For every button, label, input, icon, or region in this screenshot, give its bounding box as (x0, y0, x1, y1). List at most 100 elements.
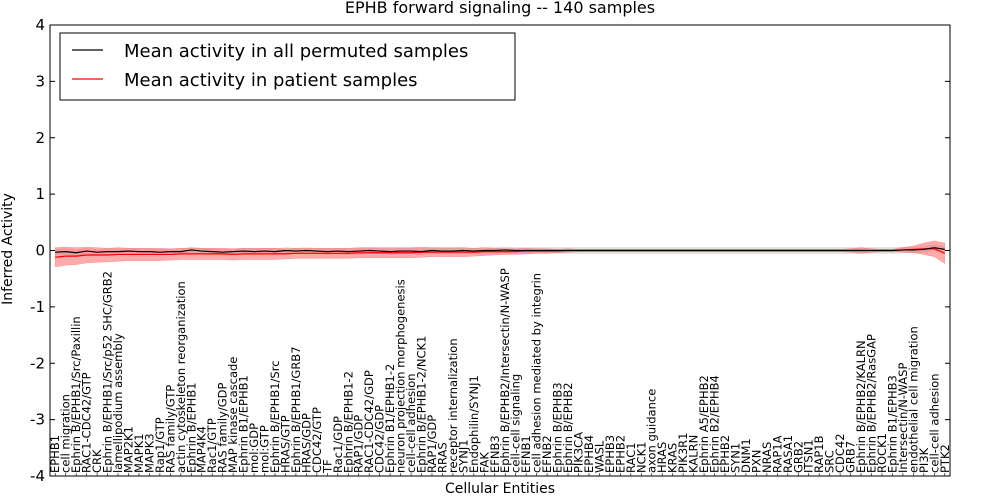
y-axis-label: Inferred Activity (0, 193, 16, 305)
x-tick-label: Ephrin B/EPHB2/Intersectin/N-WASP (498, 268, 512, 473)
x-tick-label: actin cytoskeleton reorganization (174, 281, 188, 473)
x-tick-label: mol:GTP (258, 425, 272, 473)
x-tick-label: RASA1 (781, 435, 795, 473)
x-tick-label: WASL (592, 440, 606, 473)
x-tick-label: RAC1 (624, 442, 638, 473)
x-tick-label: CDC42 (833, 433, 847, 473)
x-axis-label: Cellular Entities (445, 481, 555, 497)
y-tick-label: 3 (35, 72, 45, 90)
legend: Mean activity in all permuted samples Me… (59, 32, 516, 101)
x-tick-label: axon guidance (645, 389, 659, 473)
x-tick-label: MAP2K1 (121, 426, 135, 473)
x-tick-label: cell-cell signaling (509, 374, 523, 473)
x-tick-label: Ephrin B/EPHB1-2 (341, 371, 355, 473)
x-tick-label: MAPK1 (132, 433, 146, 473)
x-tick-label: PI3K (917, 447, 931, 473)
x-tick-label: SYNJ1 (456, 439, 470, 473)
x-tick-label: EPHB3 (603, 435, 617, 473)
x-tick-label: CDC42/GDP (373, 405, 387, 473)
x-tick-label: PXN (749, 450, 763, 473)
x-tick-label: cell migration (59, 394, 73, 473)
x-tick-label: RAP1A (770, 435, 784, 473)
x-tick-label: Ephrin B/EPHB2/KALRN (854, 340, 868, 473)
x-tick-label: PTK2 (938, 444, 952, 473)
x-tick-label: MAP4K4 (195, 426, 209, 473)
x-tick-label: EPHB1 (48, 435, 62, 473)
x-tick-label: cell adhesion mediated by integrin (530, 273, 544, 473)
patient-band (54, 240, 946, 268)
y-tick-label: -2 (30, 354, 45, 372)
x-tick-label: Ephrin A5/EPHB2 (697, 375, 711, 473)
x-tick-label: TF (320, 459, 334, 474)
x-tick-label: Ephrin B/EPHB1/GRB7 (289, 346, 303, 473)
y-tick-label: 4 (35, 16, 45, 34)
x-tick-label: Rac1/GDP (331, 416, 345, 473)
y-tick-label: 2 (35, 129, 45, 147)
x-tick-label: CRK (90, 449, 104, 473)
x-tick-label: neuron projection morphogenesis (394, 279, 408, 473)
x-tick-label: SYN1 (728, 443, 742, 473)
y-tick-label: 1 (35, 185, 45, 203)
x-tick-label: RAS family/GTP (163, 385, 177, 473)
x-tick-label: Ephrin B/EPHB3 (551, 382, 565, 473)
x-tick-label: receptor internalization (446, 338, 460, 473)
x-tick-label: Ephrin B2/EPHB4 (708, 375, 722, 473)
y-tick-label: 0 (35, 242, 45, 260)
x-tick-label: RAC1-CDC42/GDP (362, 370, 376, 473)
x-tick-label: RAC1-CDC42/GTP (80, 372, 94, 473)
x-tick-label: endothelial cell migration (906, 326, 920, 473)
series-lines (55, 247, 946, 258)
x-tick-label: Ephrin B/EPHB1/Src (268, 360, 282, 473)
x-tick-label: lamellipodium assembly (111, 333, 125, 473)
x-tick-label: Endophilin/SYNJ1 (467, 375, 481, 473)
x-tick-label: Ephrin B/EPHB1 (184, 382, 198, 473)
legend-label-permuted: Mean activity in all permuted samples (124, 41, 468, 62)
y-tick-label: -4 (30, 467, 45, 485)
x-tick-label: HRAS/GDP (299, 413, 313, 473)
x-tick-label: Intersectin/N-WASP (896, 363, 910, 473)
x-tick-label: mol:GDP (247, 423, 261, 473)
legend-label-patient: Mean activity in patient samples (124, 70, 418, 91)
x-tick-label: Ephrin B/EPHB1/Src/Paxillin (69, 316, 83, 473)
x-tick-label: DNM1 (739, 438, 753, 473)
x-tick-label: HRAS (655, 442, 669, 473)
x-tick-label: RAP1/GDP (425, 415, 439, 473)
x-tick-label: Rap1/GTP (153, 417, 167, 473)
x-tick-label: CDC42/GTP (310, 407, 324, 473)
y-tick-label: -1 (30, 298, 45, 316)
x-tick-label: KRAS (666, 443, 680, 473)
x-tick-label: Ephrin B1/EPHB3 (885, 375, 899, 473)
x-tick-label: EPHB2 (718, 435, 732, 473)
y-tick-label: -3 (30, 411, 45, 429)
x-tick-label: Rac1/GTP (205, 418, 219, 473)
x-tick-label: SRC (823, 450, 837, 473)
legend-box (59, 32, 516, 101)
x-tick-label: Ephrin B/EPHB2 (561, 382, 575, 473)
x-tick-label: MAP kinase cascade (226, 357, 240, 473)
x-tick-label: EPHB4 (582, 435, 596, 473)
x-tick-label: NCK1 (634, 442, 648, 474)
x-tick-label: cell-cell adhesion (927, 373, 941, 473)
x-tick-label: RRAS (435, 442, 449, 473)
x-tick-label: RAP1B (812, 435, 826, 473)
chart-title: EPHB forward signaling -- 140 samples (345, 0, 655, 17)
x-tick-label: EFNB2 (540, 435, 554, 473)
x-tick-label: GRB7 (844, 441, 858, 473)
x-tick-label: Ephrin B/EPHB2/RasGAP (865, 334, 879, 473)
x-tick-label: PIK3CA (571, 432, 585, 473)
x-tick-label: NRAS (760, 442, 774, 473)
x-tick-label: Ephrin B1/EPHB1-2 (383, 364, 397, 473)
x-tick-label: EPHB2 (613, 435, 627, 473)
x-tick-label: RAP1/GDP (352, 415, 366, 473)
x-tick-label: Ephrin B1/EPHB1 (237, 375, 251, 473)
x-tick-label: ITSN1 (802, 439, 816, 473)
x-tick-label: PIK3R1 (676, 433, 690, 474)
plot-frame (49, 24, 951, 477)
x-tick-label: GRB2 (791, 441, 805, 473)
x-tick-label: Ephrin B/EPHB1-2/NCK1 (415, 336, 429, 473)
x-tick-label: EFNB1 (519, 435, 533, 473)
x-tick-label: FAK (477, 452, 491, 473)
x-tick-label: RAS family/GDP (216, 383, 230, 473)
